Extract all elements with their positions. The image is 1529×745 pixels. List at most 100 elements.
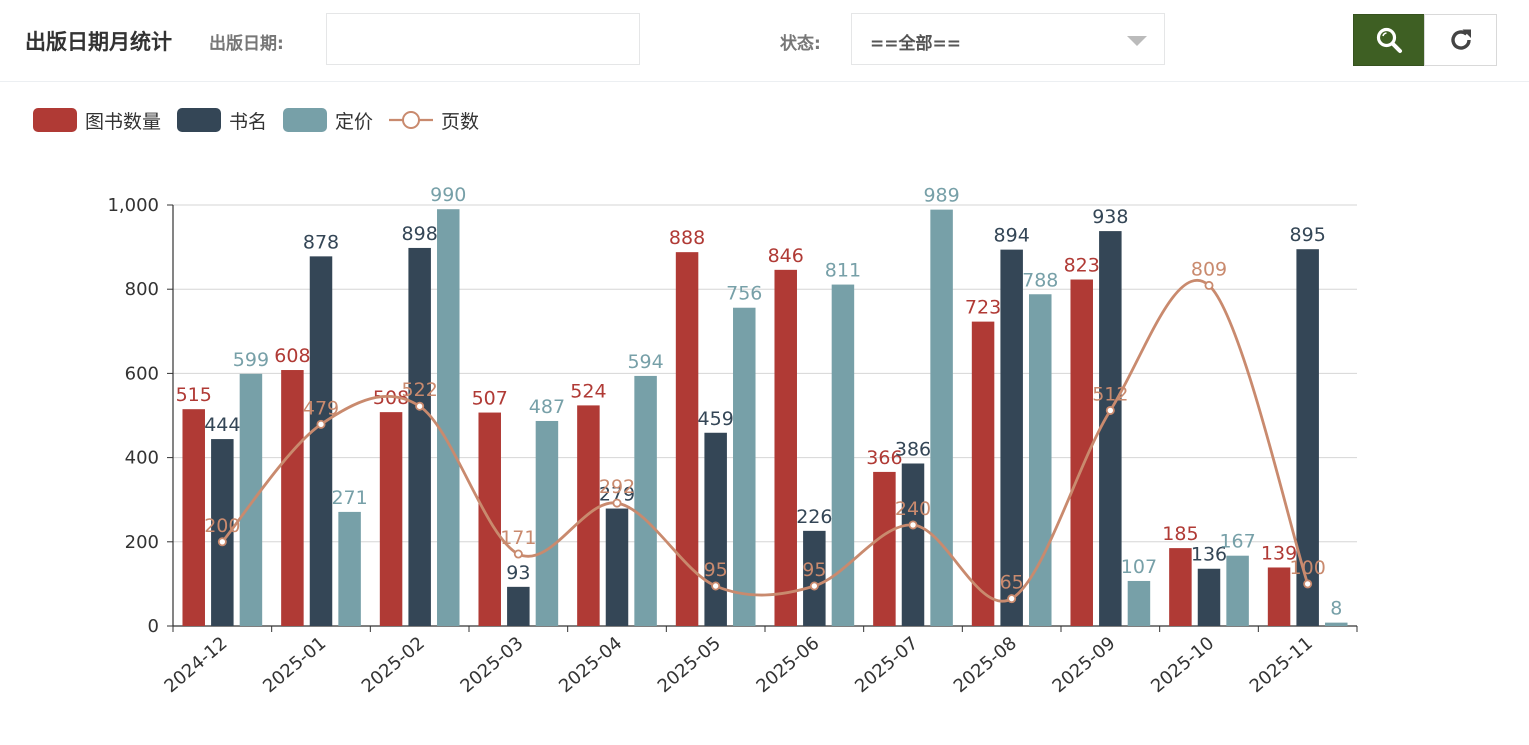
data-label-price: 599 [233, 349, 269, 371]
point-pages [316, 419, 326, 429]
bar-price [733, 307, 756, 626]
bar-price [239, 373, 263, 626]
bar-books [873, 471, 896, 626]
data-label-pages: 512 [1092, 383, 1128, 405]
publish-date-input[interactable] [326, 13, 640, 65]
bar-names [211, 439, 234, 626]
bar-books [379, 412, 403, 626]
status-label: 状态: [780, 34, 821, 54]
x-tick-label: 2025-05 [654, 633, 725, 697]
bar-books [281, 370, 304, 626]
data-label-price: 8 [1330, 598, 1342, 620]
x-tick-label: 2025-09 [1048, 633, 1119, 697]
point-pages [711, 581, 721, 591]
data-label-price: 989 [923, 185, 959, 207]
y-tick-label: 1,000 [107, 195, 159, 216]
bar-books [675, 252, 699, 626]
bar-price [535, 420, 559, 626]
y-tick-label: 800 [125, 279, 159, 300]
data-label-books: 366 [866, 447, 902, 469]
data-label-books: 507 [472, 388, 508, 410]
status-select[interactable]: ==全部== [851, 13, 1165, 65]
data-label-books: 823 [1064, 255, 1100, 277]
bar-names [408, 247, 431, 626]
legend-item-pages[interactable]: 页数 [389, 107, 479, 134]
x-tick-label: 2025-08 [950, 633, 1021, 697]
y-tick-label: 0 [148, 616, 159, 637]
data-label-books: 185 [1162, 523, 1198, 545]
bar-names [1296, 249, 1319, 626]
point-pages [612, 498, 622, 508]
data-label-pages: 292 [599, 476, 635, 498]
refresh-button[interactable] [1424, 14, 1497, 66]
bar-line-chart: 0 200 400 600 800 1,000 2024-12 2025-01 2025-02 2… [107, 184, 1358, 697]
x-tick-label: 2025-11 [1246, 633, 1317, 697]
bar-names [309, 256, 333, 626]
data-label-books: 888 [669, 227, 705, 249]
data-label-books: 608 [274, 345, 310, 367]
x-tick-label: 2024-12 [160, 633, 231, 697]
data-label-pages: 200 [204, 515, 240, 537]
bar-price [831, 284, 855, 626]
data-label-pages: 95 [704, 559, 728, 581]
data-label-pages: 65 [1000, 572, 1024, 594]
bar-price [338, 511, 361, 626]
data-label-names: 898 [402, 223, 438, 245]
legend-item-names[interactable]: 书名 [177, 107, 267, 134]
legend-swatch-books [33, 108, 77, 132]
bar-price [1029, 294, 1052, 626]
legend-item-books[interactable]: 图书数量 [33, 107, 161, 134]
legend-label-names: 书名 [229, 110, 268, 133]
data-label-books: 508 [373, 387, 409, 409]
bar-price [1325, 622, 1348, 626]
point-pages [217, 537, 227, 547]
point-pages [1105, 405, 1115, 415]
chevron-down-icon [1127, 36, 1147, 46]
data-label-pages: 100 [1290, 557, 1326, 579]
refresh-icon [1450, 29, 1471, 50]
bar-names [1197, 568, 1221, 626]
data-label-names: 444 [204, 414, 240, 436]
date-label: 出版日期: [209, 34, 284, 54]
bar-books [971, 321, 995, 626]
data-label-price: 990 [430, 184, 466, 206]
x-tick-label: 2025-03 [456, 633, 527, 697]
legend-label-price: 定价 [335, 110, 374, 133]
data-label-pages: 479 [303, 397, 339, 419]
bar-price [1127, 580, 1151, 626]
point-pages [908, 520, 918, 530]
data-label-price: 271 [331, 487, 367, 509]
bar-books [1267, 567, 1291, 626]
data-label-pages: 171 [500, 527, 536, 549]
page-title: 出版日期月统计 [25, 30, 172, 54]
y-tick-label: 200 [125, 532, 159, 553]
x-tick-label: 2025-06 [752, 633, 823, 697]
bar-books [774, 269, 797, 626]
point-pages [809, 581, 819, 591]
bar-books [182, 409, 205, 626]
data-label-price: 107 [1121, 556, 1157, 578]
data-label-books: 515 [176, 384, 212, 406]
data-label-books: 524 [570, 380, 606, 402]
y-tick-label: 600 [125, 363, 159, 384]
legend-swatch-price [283, 108, 328, 132]
bar-price [634, 375, 657, 626]
y-tick-label: 400 [125, 448, 159, 469]
x-tick-label: 2025-02 [358, 633, 429, 697]
x-tick-label: 2025-01 [259, 633, 330, 697]
bar-names [507, 586, 530, 626]
data-label-pages: 522 [402, 379, 438, 401]
data-label-names: 938 [1092, 206, 1128, 228]
x-tick-label: 2025-07 [851, 633, 922, 697]
data-label-books: 139 [1261, 542, 1297, 564]
bar-names [901, 463, 925, 626]
data-label-price: 487 [529, 396, 565, 418]
data-label-pages: 809 [1191, 258, 1227, 280]
point-pages [513, 549, 523, 559]
legend-item-price[interactable]: 定价 [283, 107, 373, 134]
x-tick-label: 2025-04 [555, 633, 626, 697]
bar-names [1099, 231, 1122, 626]
legend-label-pages: 页数 [441, 110, 480, 133]
data-label-names: 136 [1191, 544, 1227, 566]
search-button[interactable] [1353, 14, 1425, 66]
